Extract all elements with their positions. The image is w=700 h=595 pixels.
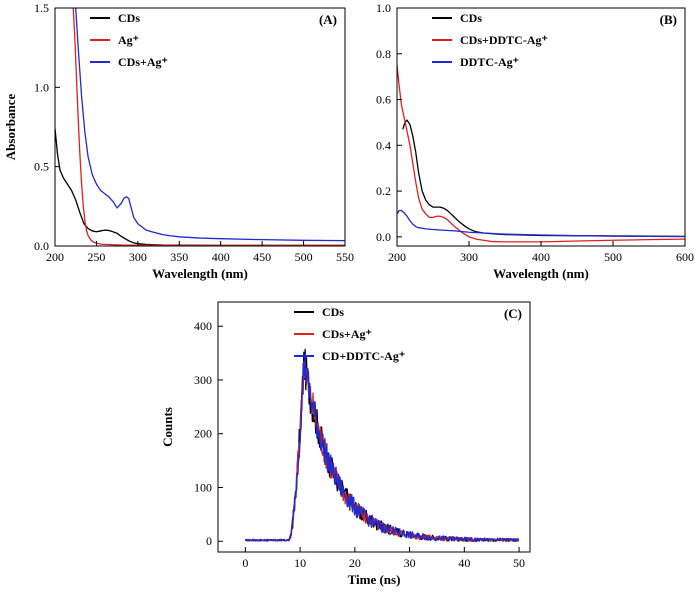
legend: CDs CDs+DDTC-Ag⁺ DDTC-Ag⁺ bbox=[432, 11, 548, 69]
legend-label: CDs+DDTC-Ag⁺ bbox=[460, 33, 548, 47]
legend-label: CD+DDTC-Ag⁺ bbox=[322, 349, 405, 363]
x-tick-label: 450 bbox=[253, 250, 271, 264]
plot-frame bbox=[217, 301, 531, 553]
legend-label: CDs bbox=[118, 11, 140, 25]
legend-label: CDs+Ag⁺ bbox=[118, 55, 168, 69]
y-tick-label: 0.2 bbox=[376, 184, 391, 198]
y-tick-label: 1.5 bbox=[34, 1, 49, 15]
legend-label: CDs bbox=[460, 11, 482, 25]
y-tick-label: 0 bbox=[206, 534, 212, 548]
y-tick-label: 0.6 bbox=[376, 93, 391, 107]
legend-label: DDTC-Ag⁺ bbox=[460, 55, 519, 69]
series-line-b-1 bbox=[397, 65, 685, 243]
y-tick-label: 200 bbox=[194, 427, 212, 441]
chart-panel-a: 200 250 300 350 400 450 500 550 0.0 0.5 1.0 1.5 Wave… bbox=[3, 1, 354, 281]
panel-label: (C) bbox=[504, 306, 522, 321]
y-tick-label: 300 bbox=[194, 373, 212, 387]
y-tick-label: 1.0 bbox=[34, 80, 49, 94]
x-tick-label: 300 bbox=[460, 250, 478, 264]
panel-label: (A) bbox=[319, 12, 337, 27]
x-tick-label: 550 bbox=[336, 250, 354, 264]
x-tick-label: 350 bbox=[170, 250, 188, 264]
x-tick-label: 10 bbox=[294, 556, 306, 570]
series-line-c-2 bbox=[244, 352, 520, 542]
legend: CDs Ag⁺ CDs+Ag⁺ bbox=[90, 11, 168, 69]
x-axis-title: Wavelength (nm) bbox=[152, 266, 248, 281]
chart-panel-b: 200 300 400 500 600 0.0 0.2 0.4 0.6 0.8 1.0 Wavelen… bbox=[376, 1, 694, 281]
y-tick-label: 100 bbox=[194, 480, 212, 494]
x-tick-label: 200 bbox=[388, 250, 406, 264]
series-line-a-1 bbox=[72, 8, 345, 246]
x-tick-label: 300 bbox=[129, 250, 147, 264]
y-axis-title: Counts bbox=[160, 407, 175, 447]
y-tick-label: 0.5 bbox=[34, 160, 49, 174]
x-tick-label: 400 bbox=[212, 250, 230, 264]
y-axis-title: Absorbance bbox=[3, 94, 18, 161]
y-tick-label: 1.0 bbox=[376, 1, 391, 15]
plot-frame bbox=[54, 7, 346, 247]
y-tick-label: 0.0 bbox=[34, 239, 49, 253]
legend-label: Ag⁺ bbox=[118, 33, 139, 47]
x-tick-label: 400 bbox=[532, 250, 550, 264]
legend-label: CDs bbox=[322, 305, 344, 319]
series-line-a-2 bbox=[75, 8, 345, 242]
x-tick-label: 50 bbox=[513, 556, 525, 570]
y-tick-label: 400 bbox=[194, 319, 212, 333]
x-tick-label: 200 bbox=[46, 250, 64, 264]
y-tick-label: 0.8 bbox=[376, 47, 391, 61]
y-tick-label: 0.4 bbox=[376, 138, 391, 152]
x-axis-title: Time (ns) bbox=[348, 572, 401, 587]
x-tick-label: 500 bbox=[295, 250, 313, 264]
x-tick-label: 500 bbox=[604, 250, 622, 264]
x-tick-label: 250 bbox=[87, 250, 105, 264]
series-line-c-0 bbox=[245, 348, 520, 542]
x-tick-label: 0 bbox=[242, 556, 248, 570]
series-line-b-2 bbox=[397, 209, 685, 238]
y-tick-label: 0.0 bbox=[376, 230, 391, 244]
x-tick-label: 30 bbox=[404, 556, 416, 570]
series-line-c-1 bbox=[244, 361, 520, 542]
x-tick-label: 20 bbox=[349, 556, 361, 570]
panel-label: (B) bbox=[660, 12, 677, 27]
x-tick-label: 40 bbox=[458, 556, 470, 570]
chart-panel-c: 0 10 20 30 40 50 0 100 200 300 400 Time (ns) Counts (… bbox=[160, 301, 531, 587]
x-axis-title: Wavelength (nm) bbox=[493, 266, 589, 281]
legend: CDs CDs+Ag⁺ CD+DDTC-Ag⁺ bbox=[294, 305, 405, 363]
x-tick-label: 600 bbox=[676, 250, 694, 264]
legend-label: CDs+Ag⁺ bbox=[322, 327, 372, 341]
